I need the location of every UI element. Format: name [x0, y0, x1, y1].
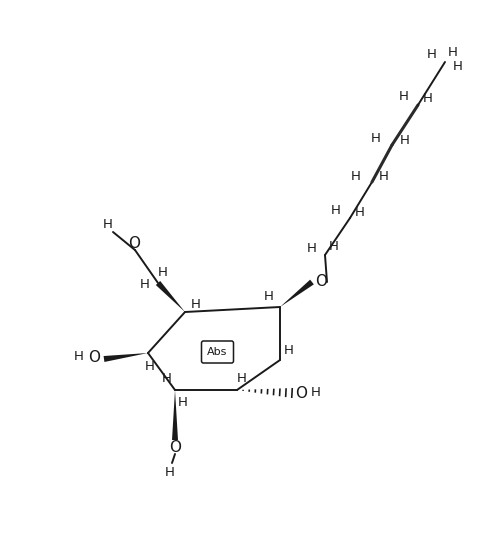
Polygon shape [104, 353, 148, 362]
Text: H: H [140, 279, 150, 291]
Text: O: O [295, 387, 307, 401]
Text: H: H [284, 343, 294, 357]
Text: H: H [453, 60, 463, 74]
Text: H: H [329, 239, 339, 253]
Text: H: H [379, 170, 389, 184]
Polygon shape [280, 280, 314, 307]
Text: O: O [315, 274, 327, 289]
Text: H: H [371, 132, 381, 144]
Text: H: H [103, 217, 113, 231]
Text: H: H [178, 397, 188, 410]
Text: H: H [307, 242, 317, 254]
Text: H: H [399, 91, 409, 103]
Text: O: O [169, 441, 181, 456]
Text: H: H [191, 298, 201, 310]
Text: H: H [351, 170, 361, 184]
Text: H: H [145, 361, 155, 373]
Text: H: H [264, 290, 274, 304]
Text: H: H [311, 385, 321, 399]
Text: H: H [162, 373, 172, 385]
Text: H: H [331, 204, 341, 217]
Polygon shape [156, 281, 185, 312]
Text: O: O [128, 236, 140, 251]
Text: H: H [165, 466, 175, 478]
Text: H: H [355, 206, 365, 218]
FancyBboxPatch shape [202, 341, 233, 363]
Text: H: H [427, 48, 437, 60]
Text: H: H [237, 372, 247, 384]
Text: H: H [158, 265, 168, 279]
Polygon shape [172, 390, 178, 440]
Text: Abs: Abs [207, 347, 228, 357]
Text: H: H [423, 92, 433, 106]
Text: H: H [400, 133, 410, 147]
Text: H: H [74, 349, 84, 363]
Text: O: O [88, 351, 100, 366]
Text: H: H [448, 45, 458, 59]
